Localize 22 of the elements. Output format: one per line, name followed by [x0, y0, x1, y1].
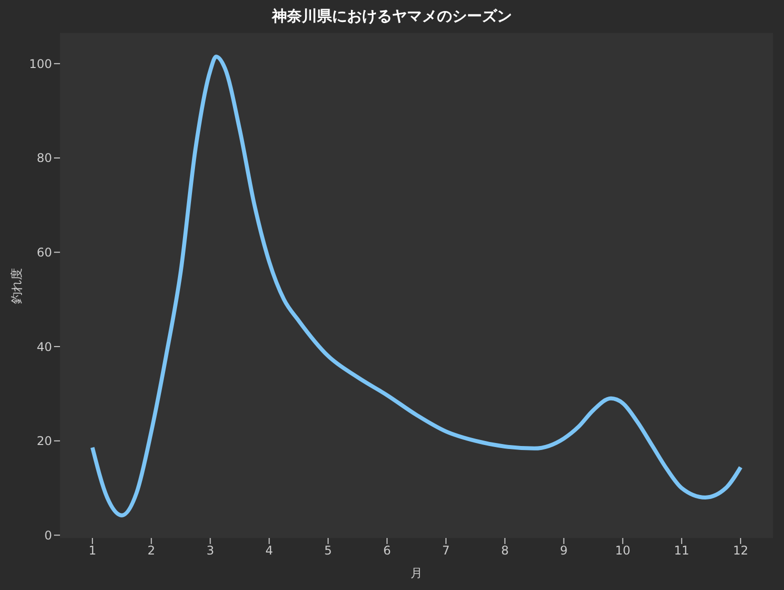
line-series	[90, 54, 743, 518]
y-tick-label: 60	[36, 246, 52, 260]
x-tick-label: 6	[383, 544, 391, 558]
x-tick-label: 11	[674, 544, 690, 558]
y-tick-label: 40	[36, 340, 52, 354]
x-tick-label: 5	[324, 544, 332, 558]
x-tick-label: 4	[265, 544, 274, 558]
x-tick-label: 12	[732, 544, 748, 558]
x-tick-label: 9	[560, 544, 568, 558]
y-tick-label: 20	[36, 434, 52, 448]
y-tick-label: 80	[36, 151, 52, 166]
x-axis-title: 月	[410, 565, 424, 582]
y-axis-title: 釣れ度	[8, 268, 24, 304]
x-tick-label: 8	[501, 544, 509, 558]
x-tick-label: 2	[148, 544, 156, 558]
x-tick-label: 10	[615, 544, 630, 558]
x-tick-label: 3	[206, 544, 214, 558]
x-tick-label: 7	[442, 544, 450, 558]
y-tick-label: 100	[29, 56, 52, 71]
chart-title: 神奈川県におけるヤマメのシーズン	[270, 7, 513, 26]
y-tick-label: 0	[44, 528, 52, 542]
x-tick-label: 1	[88, 544, 96, 558]
